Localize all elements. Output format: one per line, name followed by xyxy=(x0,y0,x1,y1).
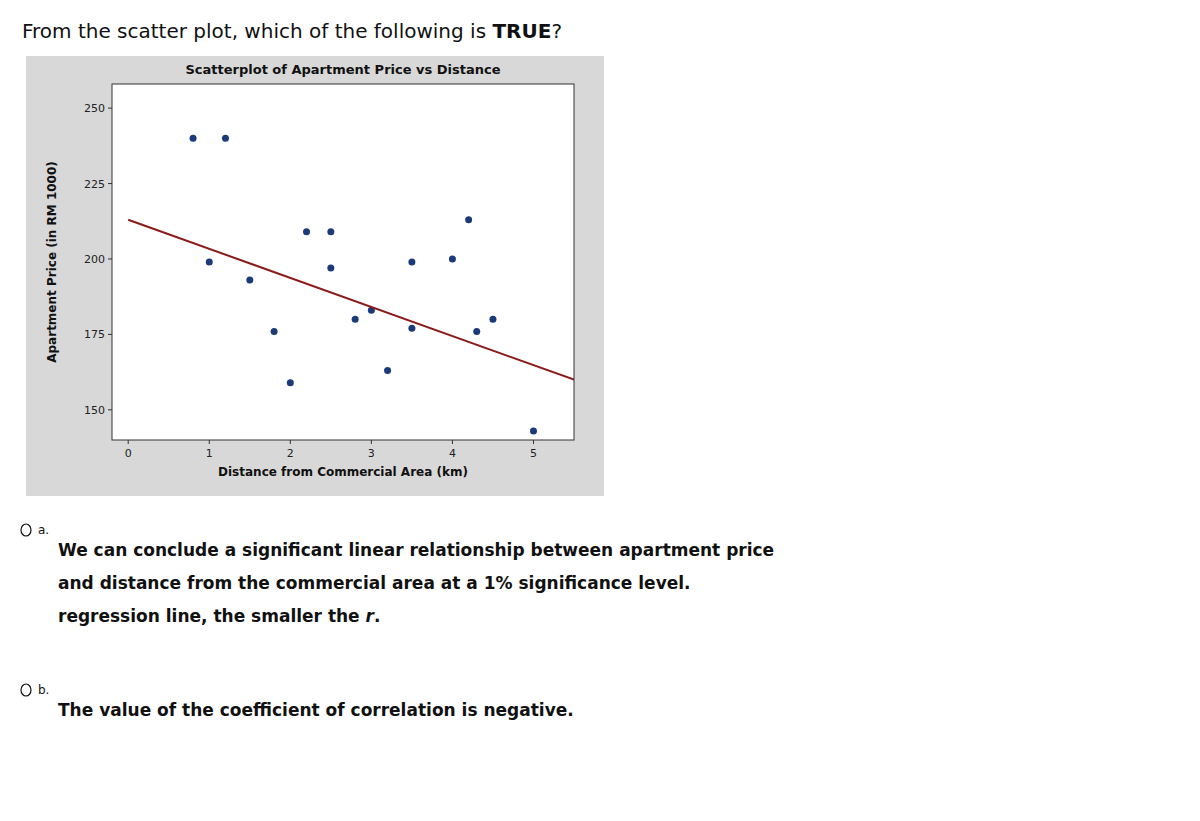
x-axis-label: Distance from Commercial Area (km) xyxy=(218,465,468,479)
radio-button[interactable] xyxy=(21,684,31,696)
x-tick xyxy=(533,440,534,444)
scatter-point xyxy=(489,316,496,323)
option-text-part: . xyxy=(374,606,380,626)
y-tick xyxy=(108,258,112,259)
scatter-point xyxy=(384,367,391,374)
y-tick-label: 200 xyxy=(84,253,105,266)
scatter-point xyxy=(352,316,359,323)
scatter-point xyxy=(327,228,334,235)
y-tick-label: 225 xyxy=(84,178,105,191)
chart-panel xyxy=(26,56,604,496)
y-tick xyxy=(108,108,112,109)
x-tick-label: 0 xyxy=(125,447,132,460)
y-tick xyxy=(108,183,112,184)
option-label: b. xyxy=(38,683,49,697)
scatter-point xyxy=(190,135,197,142)
y-axis-label: Apartment Price (in RM 1000) xyxy=(45,161,59,363)
option-text: and distance from the commercial area at… xyxy=(58,573,691,593)
x-tick-label: 3 xyxy=(368,447,375,460)
scatter-point xyxy=(327,265,334,272)
x-tick-label: 1 xyxy=(206,447,213,460)
option-text-part: The value of the coefficient of correlat… xyxy=(58,700,574,720)
scatter-point xyxy=(473,328,480,335)
option-text-part: We can conclude a significant linear rel… xyxy=(58,540,774,560)
chart-title: Scatterplot of Apartment Price vs Distan… xyxy=(185,62,500,77)
option-text: regression line, the smaller the r. xyxy=(58,606,380,626)
y-tick-label: 175 xyxy=(84,328,105,341)
y-tick-label: 150 xyxy=(84,404,105,417)
question-part: ? xyxy=(551,19,562,43)
radio-button[interactable] xyxy=(21,524,31,536)
scatter-point xyxy=(530,427,537,434)
scatter-point xyxy=(287,379,294,386)
scatter-point xyxy=(465,216,472,223)
x-tick-label: 4 xyxy=(449,447,456,460)
page: From the scatter plot, which of the foll… xyxy=(0,0,1200,821)
x-tick-label: 2 xyxy=(287,447,294,460)
plot-frame xyxy=(112,84,574,440)
question-part: From the scatter plot, which of the foll… xyxy=(22,19,492,43)
option-text: We can conclude a significant linear rel… xyxy=(58,540,774,560)
y-tick xyxy=(108,409,112,410)
x-tick-label: 5 xyxy=(530,447,537,460)
regression-line xyxy=(128,220,574,380)
x-tick xyxy=(209,440,210,444)
scatter-point xyxy=(222,135,229,142)
plot-area xyxy=(112,84,574,440)
x-tick xyxy=(290,440,291,444)
x-tick xyxy=(452,440,453,444)
scatter-point xyxy=(408,259,415,266)
scatter-point xyxy=(449,255,456,262)
option-text: The value of the coefficient of correlat… xyxy=(58,700,574,720)
scatter-point xyxy=(271,328,278,335)
option-text-part: and distance from the commercial area at… xyxy=(58,573,691,593)
x-tick xyxy=(128,440,129,444)
scatter-point xyxy=(408,325,415,332)
y-tick-label: 250 xyxy=(84,102,105,115)
option-label: a. xyxy=(38,523,49,537)
y-tick xyxy=(108,334,112,335)
option-text-part: regression line, the smaller the xyxy=(58,606,366,626)
scatter-point xyxy=(246,277,253,284)
question: From the scatter plot, which of the foll… xyxy=(22,19,562,43)
question-part: TRUE xyxy=(492,19,551,43)
scatter-point xyxy=(206,259,213,266)
marks xyxy=(128,135,574,435)
scatter-point xyxy=(303,228,310,235)
x-tick xyxy=(371,440,372,444)
